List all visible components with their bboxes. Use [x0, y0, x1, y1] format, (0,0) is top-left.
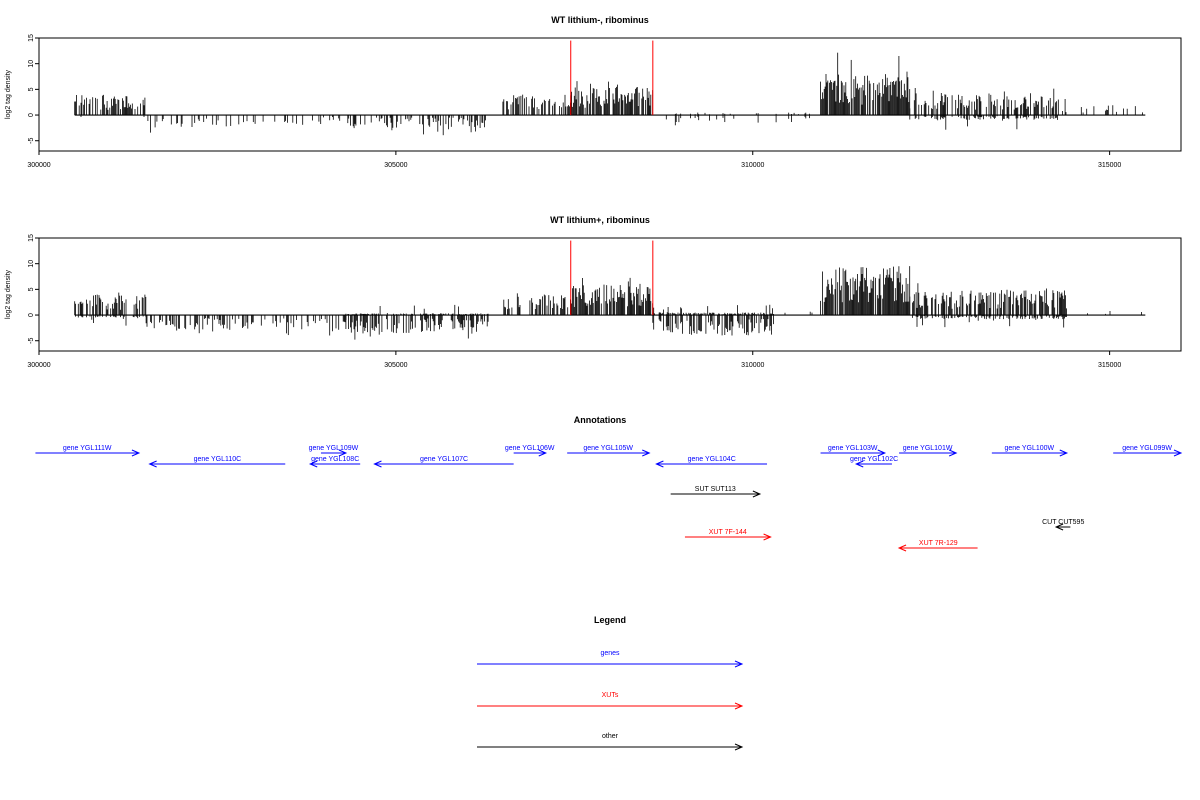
feature-gene-ygl099w: gene YGL099W: [1113, 445, 1183, 457]
arrowhead-right-icon: [1059, 449, 1069, 457]
feature-label: gene YGL110C: [194, 456, 242, 463]
plot-frame: [38, 37, 1182, 152]
feature-label: gene YGL111W: [63, 445, 112, 452]
y-tick-label: 10: [28, 60, 35, 68]
y-tick-label: 15: [28, 34, 35, 42]
legend-item-label: XUTs: [602, 692, 619, 699]
arrowhead-left-icon: [1054, 523, 1064, 531]
y-tick-label: -5: [28, 138, 35, 144]
legend-item-xuts: XUTs: [477, 692, 744, 710]
arrowhead-right-icon: [763, 533, 772, 541]
feature-gene-ygl102c: gene YGL102C: [850, 456, 898, 468]
feature-label: gene YGL107C: [420, 456, 468, 463]
legend-item-genes: genes: [477, 650, 744, 668]
arrowhead-right-icon: [948, 449, 958, 457]
legend-title: Legend: [594, 615, 626, 625]
legend-item-label: genes: [600, 650, 620, 657]
feature-gene-ygl104c: gene YGL104C: [655, 456, 768, 468]
legend-item-other: other: [477, 733, 744, 751]
feature-label: XUT 7R-129: [919, 540, 958, 547]
arrowhead-right-icon: [131, 449, 141, 457]
feature-cut-cut595: CUT CUT595: [1042, 519, 1084, 531]
legend: Legend genes XUTs other: [477, 615, 744, 751]
feature-label: gene YGL103W: [828, 445, 878, 452]
x-tick-label: 305000: [384, 362, 407, 369]
coverage-bars: [74, 52, 1143, 136]
y-axis-label: log2 tag density: [5, 69, 12, 119]
arrowhead-left-icon: [854, 460, 864, 468]
feature-gene-ygl110c: gene YGL110C: [148, 456, 286, 468]
arrowhead-right-icon: [538, 449, 548, 457]
arrowhead-left-icon: [897, 544, 907, 552]
plot-frame: [38, 237, 1182, 352]
x-tick-label: 315000: [1098, 362, 1121, 369]
y-tick-label: 5: [28, 87, 35, 91]
annotations-track: Annotations gene YGL111W gene YGL110C gene …: [35, 415, 1183, 552]
feature-gene-ygl105w: gene YGL105W: [567, 445, 651, 457]
y-axis-label: log2 tag density: [5, 269, 12, 319]
arrowhead-right-icon: [338, 449, 348, 457]
y-tick-label: 15: [28, 234, 35, 242]
chart-title: WT lithium+, ribominus: [550, 215, 650, 225]
arrowhead-right-icon: [734, 743, 744, 751]
y-tick-label: 5: [28, 287, 35, 291]
feature-label: gene YGL108C: [311, 456, 359, 463]
y-tick-label: 0: [28, 313, 35, 317]
legend-item-label: other: [602, 733, 619, 740]
feature-gene-ygl103w: gene YGL103W: [820, 445, 887, 457]
feature-gene-ygl100w: gene YGL100W: [991, 445, 1069, 457]
arrowhead-right-icon: [734, 660, 744, 668]
x-tick-label: 310000: [741, 162, 764, 169]
y-tick-label: -5: [28, 338, 35, 344]
arrowhead-left-icon: [148, 460, 157, 468]
coverage-bars: [74, 266, 1142, 340]
feature-label: gene YGL104C: [688, 456, 736, 463]
x-tick-label: 315000: [1098, 162, 1121, 169]
chart-title: WT lithium-, ribominus: [551, 15, 649, 25]
arrowhead-right-icon: [1173, 449, 1183, 457]
feature-label: XUT 7F-144: [709, 529, 747, 536]
feature-label: gene YGL102C: [850, 456, 898, 463]
feature-gene-ygl111w: gene YGL111W: [35, 445, 141, 457]
feature-gene-ygl107c: gene YGL107C: [373, 456, 514, 468]
feature-label: gene YGL100W: [1004, 445, 1054, 452]
x-tick-label: 305000: [384, 162, 407, 169]
feature-label: gene YGL101W: [903, 445, 953, 452]
feature-label: gene YGL099W: [1122, 445, 1172, 452]
feature-xut-7f-144: XUT 7F-144: [684, 529, 772, 541]
feature-label: gene YGL109W: [309, 445, 359, 452]
arrowhead-right-icon: [642, 449, 651, 457]
feature-label: gene YGL105W: [583, 445, 633, 452]
feature-label: SUT SUT113: [695, 486, 736, 493]
arrowhead-left-icon: [655, 460, 664, 468]
x-tick-label: 310000: [741, 362, 764, 369]
annotations-title: Annotations: [574, 415, 627, 425]
x-tick-label: 300000: [27, 362, 50, 369]
feature-label: CUT CUT595: [1042, 519, 1084, 526]
arrowhead-right-icon: [877, 449, 887, 457]
feature-gene-ygl106w: gene YGL106W: [505, 445, 555, 457]
x-tick-label: 300000: [27, 162, 50, 169]
feature-gene-ygl109w: gene YGL109W: [309, 445, 359, 457]
coverage-panel-lithium-plus: WT lithium+, ribominus -5 0 5 10 15 log2 tag d…: [5, 215, 1182, 369]
feature-label: gene YGL106W: [505, 445, 555, 452]
y-tick-label: 10: [28, 260, 35, 268]
arrowhead-right-icon: [734, 702, 744, 710]
feature-gene-ygl108c: gene YGL108C: [308, 456, 361, 468]
feature-xut-7r-129: XUT 7R-129: [897, 540, 978, 552]
y-tick-label: 0: [28, 113, 35, 117]
arrowhead-right-icon: [752, 490, 762, 498]
coverage-panel-lithium-minus: WT lithium-, ribominus -5 0 5 10 15 log2 tag d…: [5, 15, 1182, 169]
arrowhead-left-icon: [308, 460, 318, 468]
arrowhead-left-icon: [373, 460, 382, 468]
feature-sut-sut113: SUT SUT113: [670, 486, 762, 498]
feature-gene-ygl101w: gene YGL101W: [899, 445, 958, 457]
